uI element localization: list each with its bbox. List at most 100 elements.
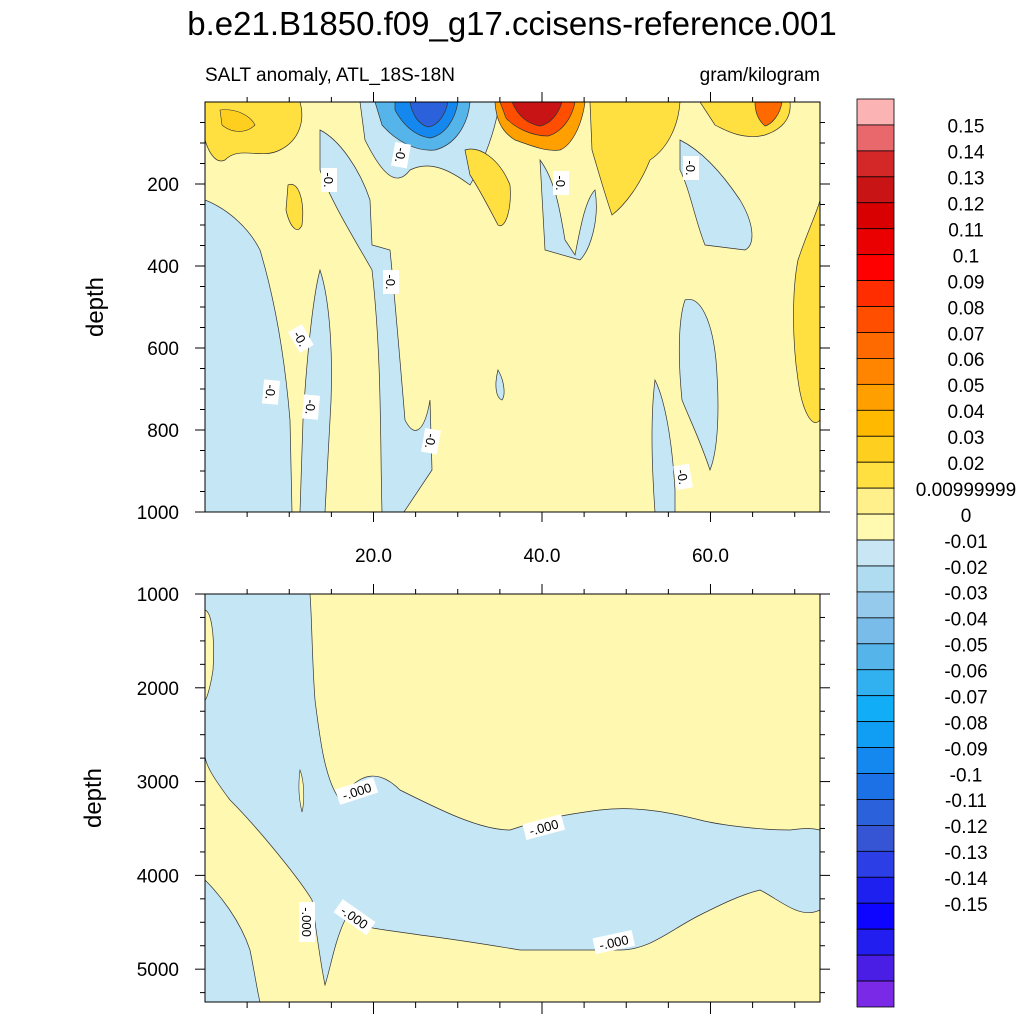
upper-negative-region-spire-a <box>299 268 332 512</box>
colorbar-swatch <box>856 591 895 619</box>
upper-negative-region-left <box>205 199 293 512</box>
colorbar-label: -0.1 <box>950 765 983 786</box>
colorbar-label: 0.12 <box>948 195 985 216</box>
colorbar-swatch <box>856 228 895 256</box>
colorbar-label: 0.04 <box>948 402 985 423</box>
colorbar-label: 0.11 <box>948 220 984 241</box>
lower-contour-label: -.000 <box>528 816 561 838</box>
colorbar-label: -0.06 <box>944 662 987 683</box>
upper-positive-patch-left2 <box>219 109 256 132</box>
lower-axis-ticks: 1000 2000 3000 4000 5000 <box>137 584 830 1014</box>
upper-negative-region-small <box>495 369 505 401</box>
upper-contour-labels: -0. -0. -0. -0. -0. -0. -0. -0. -0. -0. <box>261 141 699 491</box>
upper-x-tick-label: 20.0 <box>355 546 392 567</box>
upper-x-tick-label: 60.0 <box>692 546 729 567</box>
colorbar-label: 0.13 <box>948 169 985 190</box>
lower-negative-region <box>205 594 820 987</box>
colorbar-swatch <box>856 695 895 723</box>
colorbar-label: 0.05 <box>948 376 985 397</box>
colorbar-swatch <box>856 643 895 671</box>
colorbar-swatch <box>856 747 895 774</box>
colorbar-swatch <box>856 176 895 204</box>
colorbar-swatch <box>856 150 895 178</box>
upper-negative-region-right-b <box>678 299 719 472</box>
colorbar-swatch <box>856 617 895 645</box>
colorbar-swatch <box>856 435 895 463</box>
upper-y-tick-label: 800 <box>147 421 179 442</box>
upper-contour-label: -0. <box>302 399 318 415</box>
colorbar-swatch <box>856 98 895 126</box>
upper-negative-region-plume-b <box>319 129 433 512</box>
colorbar-swatch <box>856 850 895 878</box>
colorbar-swatch <box>856 825 895 852</box>
colorbar-label: -0.01 <box>944 532 987 553</box>
colorbar-label: -0.02 <box>944 558 987 579</box>
lower-plot-frame <box>204 593 821 1003</box>
upper-y-axis-label: depth <box>82 277 109 337</box>
colorbar-label: -0.03 <box>944 584 987 605</box>
colorbar: 0.15 0.14 0.13 0.12 0.11 0.1 0.09 0.08 0.07 0.06 0… <box>856 98 1016 1008</box>
upper-strong-positive-right <box>754 102 783 127</box>
lower-contour-label: -.000 <box>299 907 314 937</box>
colorbar-label: 0.06 <box>948 350 985 371</box>
colorbar-swatch <box>856 980 895 1008</box>
upper-x-tick-label: 40.0 <box>523 546 560 567</box>
colorbar-swatch <box>856 306 895 333</box>
upper-contour-label: -0. <box>290 328 311 349</box>
colorbar-swatch <box>856 928 895 956</box>
colorbar-label: -0.12 <box>944 817 987 838</box>
colorbar-swatch <box>856 954 895 982</box>
upper-contour-fill: -0. -0. -0. -0. -0. -0. -0. -0. -0. -0. <box>205 102 820 512</box>
colorbar-label: -0.08 <box>944 713 987 734</box>
colorbar-swatch <box>856 902 895 930</box>
colorbar-label: 0.15 <box>948 117 985 138</box>
lower-y-tick-label: 5000 <box>137 960 179 981</box>
colorbar-swatch <box>856 721 895 748</box>
colorbar-label: 0.00999999 <box>916 480 1016 501</box>
colorbar-swatch <box>856 565 895 593</box>
colorbar-swatch <box>856 332 895 359</box>
upper-contour-label: -0. <box>674 468 691 486</box>
colorbar-label: -0.04 <box>944 610 988 631</box>
colorbar-swatch <box>856 409 895 437</box>
colorbar-swatch <box>856 383 895 411</box>
colorbar-label: -0.05 <box>944 636 987 657</box>
colorbar-label: -0.14 <box>944 869 988 890</box>
colorbar-label: -0.15 <box>944 895 987 916</box>
colorbar-swatch <box>856 539 895 567</box>
lower-y-tick-label: 3000 <box>137 773 179 794</box>
colorbar-swatch <box>856 358 895 385</box>
colorbar-label: 0 <box>961 506 972 527</box>
upper-left-string: SALT anomaly, ATL_18S-18N <box>205 65 455 86</box>
upper-right-string: gram/kilogram <box>700 65 820 86</box>
upper-contour-label: -0. <box>321 172 336 187</box>
upper-axis-ticks: 200 400 600 800 1000 20.0 40.0 60.0 <box>137 92 830 567</box>
upper-y-tick-label: 200 <box>147 175 179 196</box>
lower-y-axis-label: depth <box>80 768 107 828</box>
lower-contour-label: -.000 <box>598 932 630 953</box>
colorbar-label: -0.09 <box>944 739 987 760</box>
upper-negative-core-inner <box>409 102 449 128</box>
figure-title: b.e21.B1850.f09_g17.ccisens-reference.00… <box>187 5 836 42</box>
colorbar-swatch <box>856 124 895 152</box>
lower-negative-region-left-bottom <box>205 879 261 1002</box>
colorbar-swatch <box>856 202 895 230</box>
upper-contour-label: -0. <box>262 384 278 400</box>
colorbar-label: 0.14 <box>948 143 985 164</box>
colorbar-label: -0.07 <box>944 687 987 708</box>
colorbar-swatch <box>856 876 895 904</box>
upper-negative-region-right-c <box>651 378 676 512</box>
colorbar-label: 0.1 <box>953 246 979 267</box>
colorbar-swatch <box>856 773 895 800</box>
upper-contour-label: -0. <box>422 432 439 450</box>
upper-contour-label: -0. <box>683 160 698 175</box>
lower-positive-intrusion <box>205 609 214 701</box>
lower-y-tick-label: 4000 <box>137 866 179 887</box>
upper-negative-region-center <box>539 158 597 261</box>
lower-plot-area: -.000 -.000 -.000 -.000 -.000 1000 2000 30… <box>137 584 830 1014</box>
colorbar-swatch <box>856 487 895 515</box>
colorbar-label: -0.13 <box>944 843 987 864</box>
lower-positive-sliver <box>298 768 305 813</box>
lower-y-tick-label: 2000 <box>137 679 179 700</box>
colorbar-label: 0.09 <box>948 272 985 293</box>
